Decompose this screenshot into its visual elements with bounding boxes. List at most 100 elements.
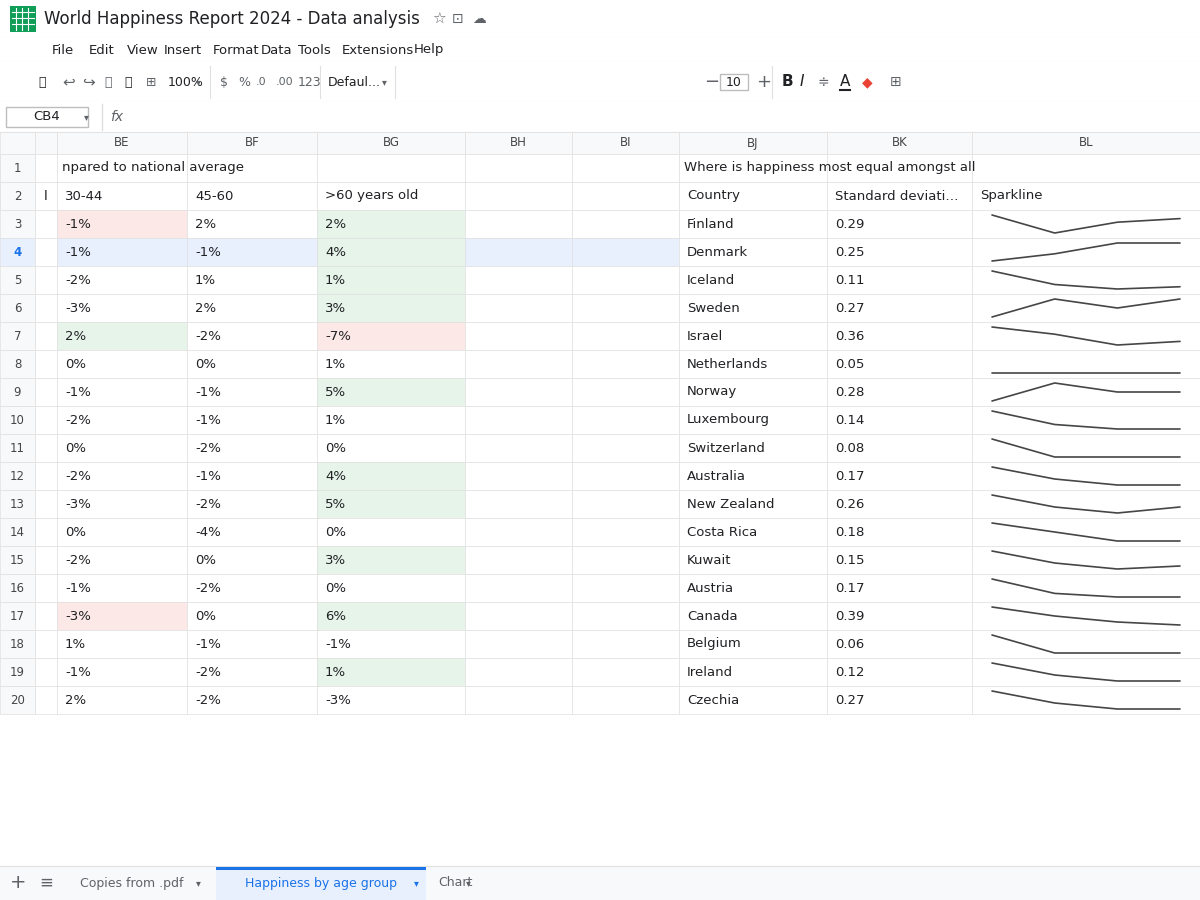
Bar bbox=[317, 154, 466, 182]
Bar bbox=[572, 490, 679, 518]
Text: 2: 2 bbox=[13, 190, 22, 203]
Bar bbox=[972, 378, 1200, 406]
Bar bbox=[0, 574, 35, 602]
Bar bbox=[972, 210, 1200, 238]
Bar bbox=[679, 210, 827, 238]
Text: Insert: Insert bbox=[163, 43, 202, 57]
Bar bbox=[466, 210, 572, 238]
Bar bbox=[679, 350, 827, 378]
Bar bbox=[827, 294, 972, 322]
Bar bbox=[317, 546, 466, 574]
Text: 0.12: 0.12 bbox=[835, 665, 864, 679]
Bar bbox=[827, 322, 972, 350]
Bar bbox=[0, 182, 35, 210]
Text: 13: 13 bbox=[10, 498, 25, 510]
Bar bbox=[0, 210, 35, 238]
Text: Canada: Canada bbox=[686, 609, 738, 623]
Text: 14: 14 bbox=[10, 526, 25, 538]
Text: 0.11: 0.11 bbox=[835, 274, 864, 286]
Bar bbox=[58, 490, 187, 518]
Text: Australia: Australia bbox=[686, 470, 746, 482]
Text: I: I bbox=[800, 75, 804, 89]
Text: ⊞: ⊞ bbox=[890, 75, 901, 89]
Text: B: B bbox=[782, 75, 793, 89]
Text: -2%: -2% bbox=[65, 413, 91, 427]
Text: View: View bbox=[126, 43, 158, 57]
Text: ≡: ≡ bbox=[40, 874, 53, 892]
Bar bbox=[35, 154, 58, 182]
Bar bbox=[679, 462, 827, 490]
Text: Israel: Israel bbox=[686, 329, 724, 343]
Bar bbox=[972, 462, 1200, 490]
Text: 2%: 2% bbox=[325, 218, 346, 230]
Bar bbox=[58, 406, 187, 434]
Bar bbox=[720, 74, 748, 90]
Text: ⬜: ⬜ bbox=[104, 76, 112, 88]
Text: Tools: Tools bbox=[299, 43, 331, 57]
Bar bbox=[972, 630, 1200, 658]
Text: 0%: 0% bbox=[65, 442, 86, 454]
Text: BI: BI bbox=[619, 137, 631, 149]
Bar bbox=[187, 434, 317, 462]
Bar bbox=[972, 350, 1200, 378]
Bar bbox=[58, 658, 187, 686]
Text: Country: Country bbox=[686, 190, 740, 203]
Text: Ireland: Ireland bbox=[686, 665, 733, 679]
Bar bbox=[466, 602, 572, 630]
Bar bbox=[187, 378, 317, 406]
Text: −: − bbox=[704, 73, 719, 91]
Text: 15: 15 bbox=[10, 554, 25, 566]
Bar bbox=[679, 686, 827, 714]
Bar bbox=[679, 406, 827, 434]
Text: 7: 7 bbox=[13, 329, 22, 343]
Text: Austria: Austria bbox=[686, 581, 734, 595]
Text: 45-60: 45-60 bbox=[194, 190, 233, 203]
Text: BK: BK bbox=[892, 137, 907, 149]
Text: 0.27: 0.27 bbox=[835, 302, 864, 314]
Bar bbox=[35, 462, 58, 490]
Bar bbox=[972, 686, 1200, 714]
Bar bbox=[0, 154, 35, 182]
Text: Switzerland: Switzerland bbox=[686, 442, 764, 454]
Text: Finland: Finland bbox=[686, 218, 734, 230]
Bar bbox=[572, 294, 679, 322]
Bar bbox=[466, 132, 572, 154]
Text: 0%: 0% bbox=[325, 442, 346, 454]
Text: Netherlands: Netherlands bbox=[686, 357, 768, 371]
Bar bbox=[58, 574, 187, 602]
Bar bbox=[35, 658, 58, 686]
Text: 6: 6 bbox=[13, 302, 22, 314]
Text: 2%: 2% bbox=[65, 329, 86, 343]
Text: 🖨: 🖨 bbox=[124, 76, 132, 88]
Bar bbox=[827, 350, 972, 378]
Bar bbox=[0, 686, 35, 714]
Bar bbox=[572, 630, 679, 658]
Bar bbox=[572, 462, 679, 490]
Bar bbox=[827, 266, 972, 294]
Text: 2%: 2% bbox=[194, 218, 216, 230]
Text: Happiness by age group: Happiness by age group bbox=[245, 877, 397, 889]
Bar bbox=[58, 462, 187, 490]
Bar bbox=[679, 294, 827, 322]
Bar bbox=[466, 322, 572, 350]
Text: -1%: -1% bbox=[194, 637, 221, 651]
Bar bbox=[58, 182, 187, 210]
Text: -2%: -2% bbox=[194, 694, 221, 706]
Text: -2%: -2% bbox=[65, 470, 91, 482]
Bar bbox=[35, 630, 58, 658]
Bar bbox=[317, 686, 466, 714]
Text: Luxembourg: Luxembourg bbox=[686, 413, 770, 427]
Bar bbox=[572, 434, 679, 462]
Bar bbox=[679, 378, 827, 406]
Bar bbox=[827, 518, 972, 546]
Text: ⊡: ⊡ bbox=[452, 12, 463, 26]
Bar bbox=[0, 602, 35, 630]
Bar bbox=[827, 630, 972, 658]
Text: -1%: -1% bbox=[194, 470, 221, 482]
Text: BE: BE bbox=[114, 137, 130, 149]
Bar bbox=[972, 322, 1200, 350]
Bar bbox=[972, 434, 1200, 462]
Bar bbox=[466, 182, 572, 210]
Bar bbox=[466, 546, 572, 574]
Text: 0%: 0% bbox=[194, 554, 216, 566]
